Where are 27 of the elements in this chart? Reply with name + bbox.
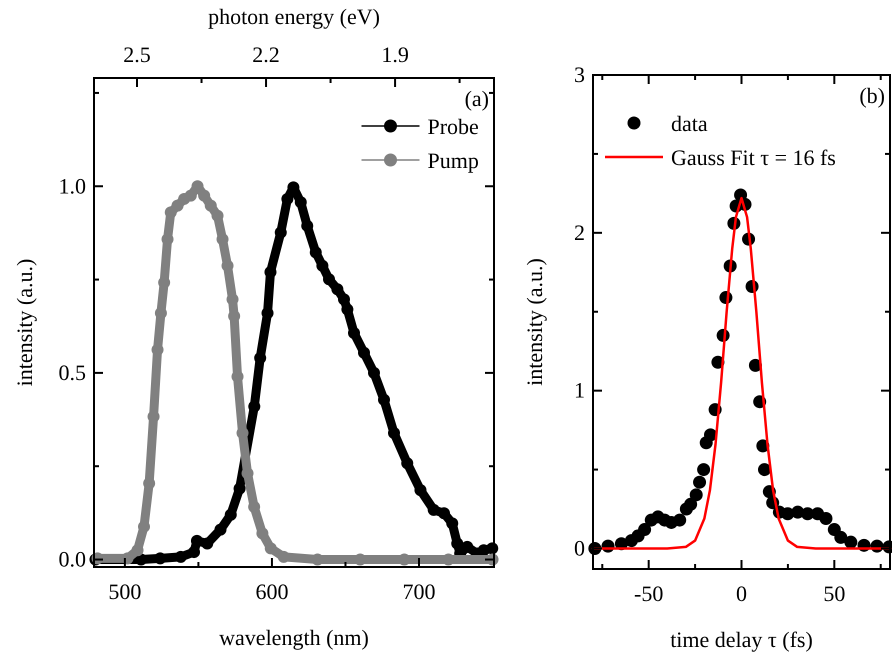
x2-tick-label: 2.5 <box>123 42 151 67</box>
x-tick-label: -50 <box>634 581 664 606</box>
annotation: (a) <box>464 86 489 111</box>
y-tick-label: 0 <box>574 535 585 560</box>
y-axis-title: intensity (a.u.) <box>522 258 547 386</box>
y-tick-label: 3 <box>574 62 585 87</box>
y-axis-title: intensity (a.u.) <box>12 258 37 386</box>
legend-label: Probe <box>428 114 479 139</box>
y-tick-label: 1 <box>574 378 585 403</box>
legend-label: Pump <box>428 148 479 173</box>
y-tick-label: 1.0 <box>58 173 86 198</box>
y-tick-label: 0.5 <box>58 360 86 385</box>
x2-tick-label: 2.2 <box>252 42 280 67</box>
x-axis-title: time delay τ (fs) <box>670 627 813 652</box>
annotation: (b) <box>859 83 885 108</box>
legend-label: data <box>671 111 708 136</box>
x-tick-label: 600 <box>255 579 288 604</box>
x-tick-label: 0 <box>736 581 747 606</box>
x-tick-label: 700 <box>402 579 436 604</box>
legend-label: Gauss Fit τ = 16 fs <box>671 145 836 170</box>
y-tick-label: 2 <box>574 220 585 245</box>
x-tick-label: 50 <box>823 581 846 606</box>
y-tick-label: 0.0 <box>58 546 86 572</box>
x-tick-label: 500 <box>108 579 142 604</box>
x-axis-title: wavelength (nm) <box>219 625 369 650</box>
x2-tick-label: 1.9 <box>381 42 409 67</box>
x2-axis-title: photon energy (eV) <box>208 4 380 29</box>
